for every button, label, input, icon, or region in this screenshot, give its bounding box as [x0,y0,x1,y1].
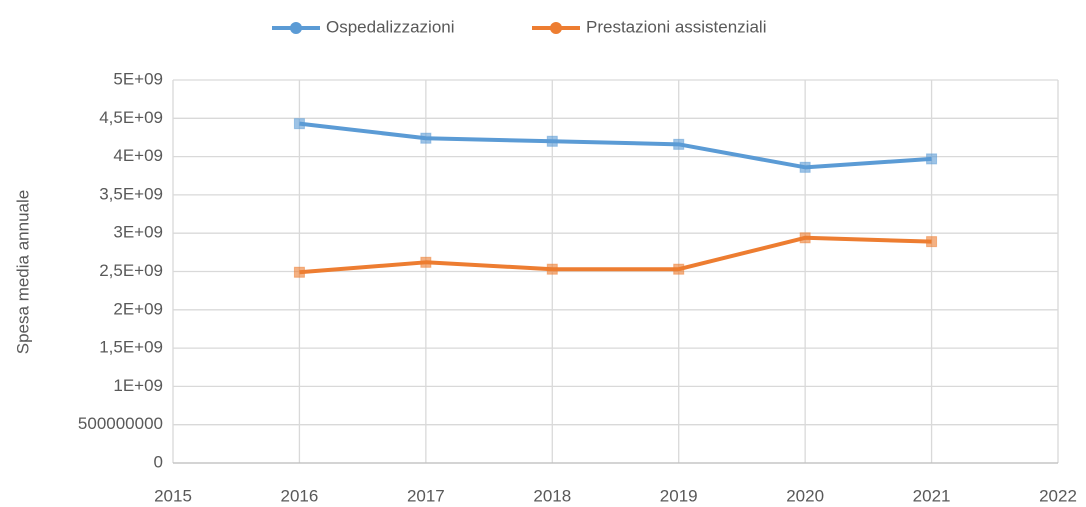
y-tick-label: 4E+09 [113,146,163,165]
marker [420,256,432,268]
series-line [299,121,932,170]
y-tick-label: 3E+09 [113,223,163,242]
y-tick-label: 5E+09 [113,69,163,88]
legend-marker [550,22,562,34]
marker [799,161,811,173]
x-tick-label: 2021 [913,486,951,505]
marker [673,263,685,275]
y-tick-label: 500000000 [78,414,163,433]
y-tick-label: 4,5E+09 [99,108,163,127]
marker [420,132,432,144]
legend-label: Prestazioni assistenziali [586,17,766,36]
marker [546,263,558,275]
marker [926,236,938,248]
legend-marker [290,22,302,34]
marker [293,266,305,278]
y-tick-label: 2,5E+09 [99,261,163,280]
marker [799,232,811,244]
y-tick-label: 1,5E+09 [99,338,163,357]
x-tick-label: 2018 [533,486,571,505]
series-line [299,235,932,275]
marker [673,138,685,150]
marker [926,153,938,165]
marker [546,135,558,147]
x-tick-label: 2022 [1039,486,1077,505]
y-tick-label: 2E+09 [113,299,163,318]
x-tick-label: 2015 [154,486,192,505]
x-tick-label: 2017 [407,486,445,505]
y-tick-label: 1E+09 [113,376,163,395]
y-axis-label: Spesa media annuale [13,190,32,354]
y-tick-label: 0 [154,452,163,471]
marker [293,118,305,130]
x-tick-label: 2020 [786,486,824,505]
x-tick-label: 2016 [281,486,319,505]
x-tick-label: 2019 [660,486,698,505]
y-tick-label: 3,5E+09 [99,184,163,203]
legend-label: Ospedalizzazioni [326,17,455,36]
